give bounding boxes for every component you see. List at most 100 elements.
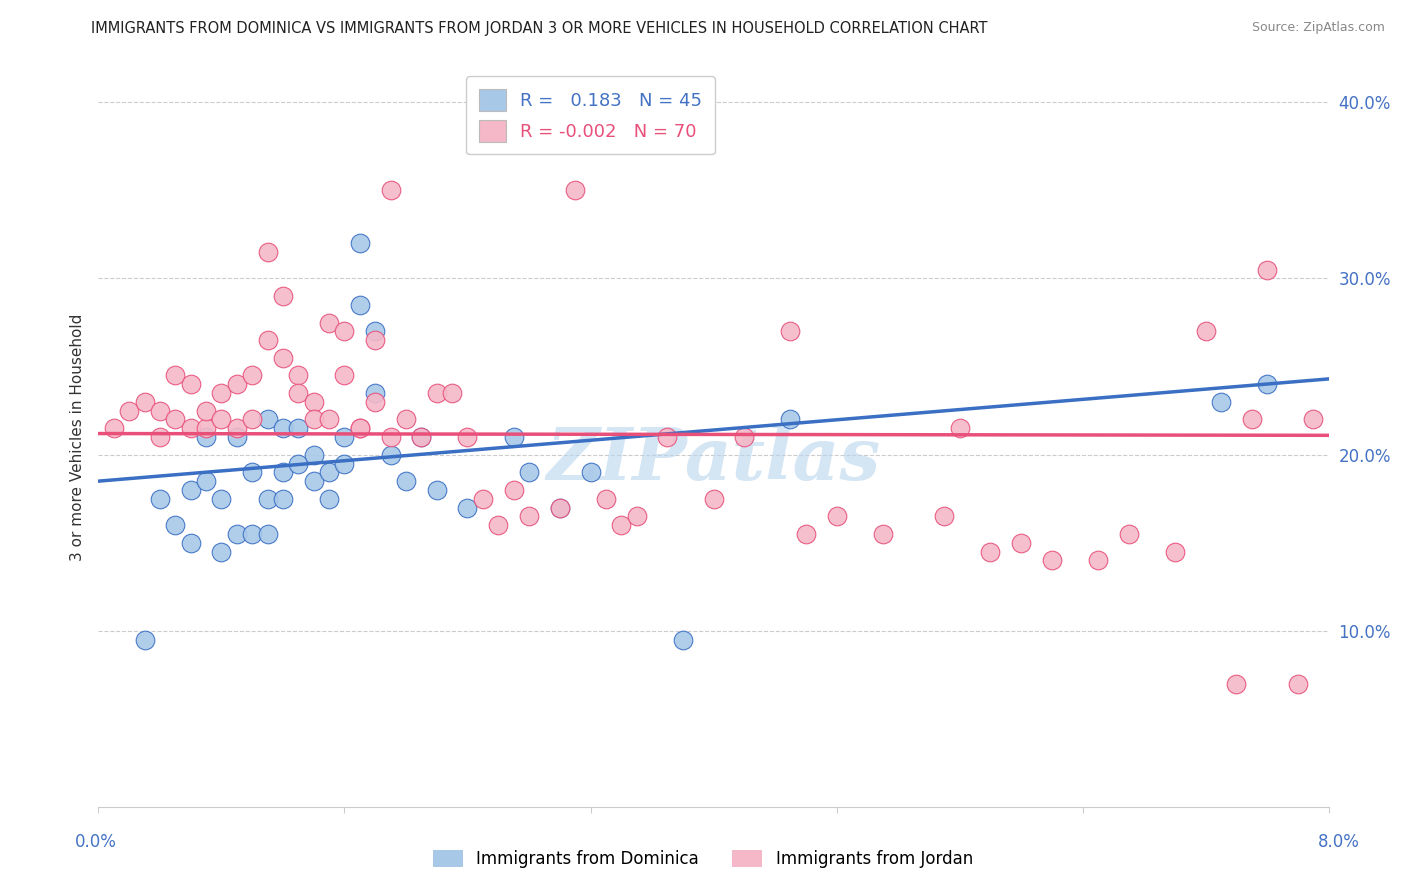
Point [211,544,233,558]
Point [872,527,894,541]
Point [271,351,294,365]
Point [256,412,278,426]
Point [471,491,494,506]
Y-axis label: 3 or more Vehicles in Household: 3 or more Vehicles in Household [69,313,84,561]
Text: 8.0%: 8.0% [1317,833,1360,851]
Point [364,333,387,347]
Point [395,412,418,426]
Point [703,491,725,506]
Point [256,491,278,506]
Point [271,421,294,435]
Point [548,500,571,515]
Point [195,430,218,444]
Point [456,430,478,444]
Point [225,377,247,392]
Point [240,412,263,426]
Point [579,466,602,480]
Point [626,509,648,524]
Point [979,544,1001,558]
Point [349,236,371,251]
Point [165,368,187,383]
Point [657,430,679,444]
Point [456,500,478,515]
Point [1256,262,1278,277]
Point [733,430,755,444]
Point [395,474,418,488]
Point [411,430,433,444]
Point [134,394,156,409]
Text: 0.0%: 0.0% [75,833,117,851]
Point [502,430,524,444]
Point [211,386,233,401]
Point [380,430,402,444]
Point [256,333,278,347]
Point [287,457,309,471]
Point [349,421,371,435]
Point [349,298,371,312]
Point [517,509,540,524]
Point [779,412,801,426]
Point [1087,553,1109,567]
Point [211,412,233,426]
Point [165,412,187,426]
Point [287,368,309,383]
Legend: R =   0.183   N = 45, R = -0.002   N = 70: R = 0.183 N = 45, R = -0.002 N = 70 [467,76,714,154]
Point [426,386,449,401]
Point [610,518,633,533]
Point [225,421,247,435]
Point [149,430,172,444]
Point [149,491,172,506]
Point [548,500,571,515]
Point [271,491,294,506]
Point [934,509,956,524]
Point [318,316,340,330]
Point [118,403,141,417]
Point [380,183,402,197]
Point [1195,324,1218,338]
Point [333,457,356,471]
Point [149,403,172,417]
Point [195,403,218,417]
Point [256,527,278,541]
Point [672,632,695,647]
Point [794,527,817,541]
Point [240,368,263,383]
Point [195,474,218,488]
Point [517,466,540,480]
Point [486,518,509,533]
Point [441,386,464,401]
Point [302,412,325,426]
Point [364,394,387,409]
Point [180,483,202,497]
Point [349,421,371,435]
Point [949,421,972,435]
Point [318,412,340,426]
Point [180,536,202,550]
Text: IMMIGRANTS FROM DOMINICA VS IMMIGRANTS FROM JORDAN 3 OR MORE VEHICLES IN HOUSEHO: IMMIGRANTS FROM DOMINICA VS IMMIGRANTS F… [91,21,988,36]
Point [256,244,278,259]
Point [1225,677,1247,691]
Point [240,466,263,480]
Point [411,430,433,444]
Text: Source: ZipAtlas.com: Source: ZipAtlas.com [1251,21,1385,34]
Point [240,527,263,541]
Point [1286,677,1309,691]
Point [779,324,801,338]
Point [180,421,202,435]
Point [364,324,387,338]
Point [1209,394,1232,409]
Point [211,491,233,506]
Point [1040,553,1063,567]
Point [1010,536,1032,550]
Point [333,368,356,383]
Point [225,527,247,541]
Point [502,483,524,497]
Point [302,394,325,409]
Point [318,466,340,480]
Point [1302,412,1324,426]
Point [333,430,356,444]
Point [103,421,125,435]
Point [302,448,325,462]
Point [165,518,187,533]
Point [271,289,294,303]
